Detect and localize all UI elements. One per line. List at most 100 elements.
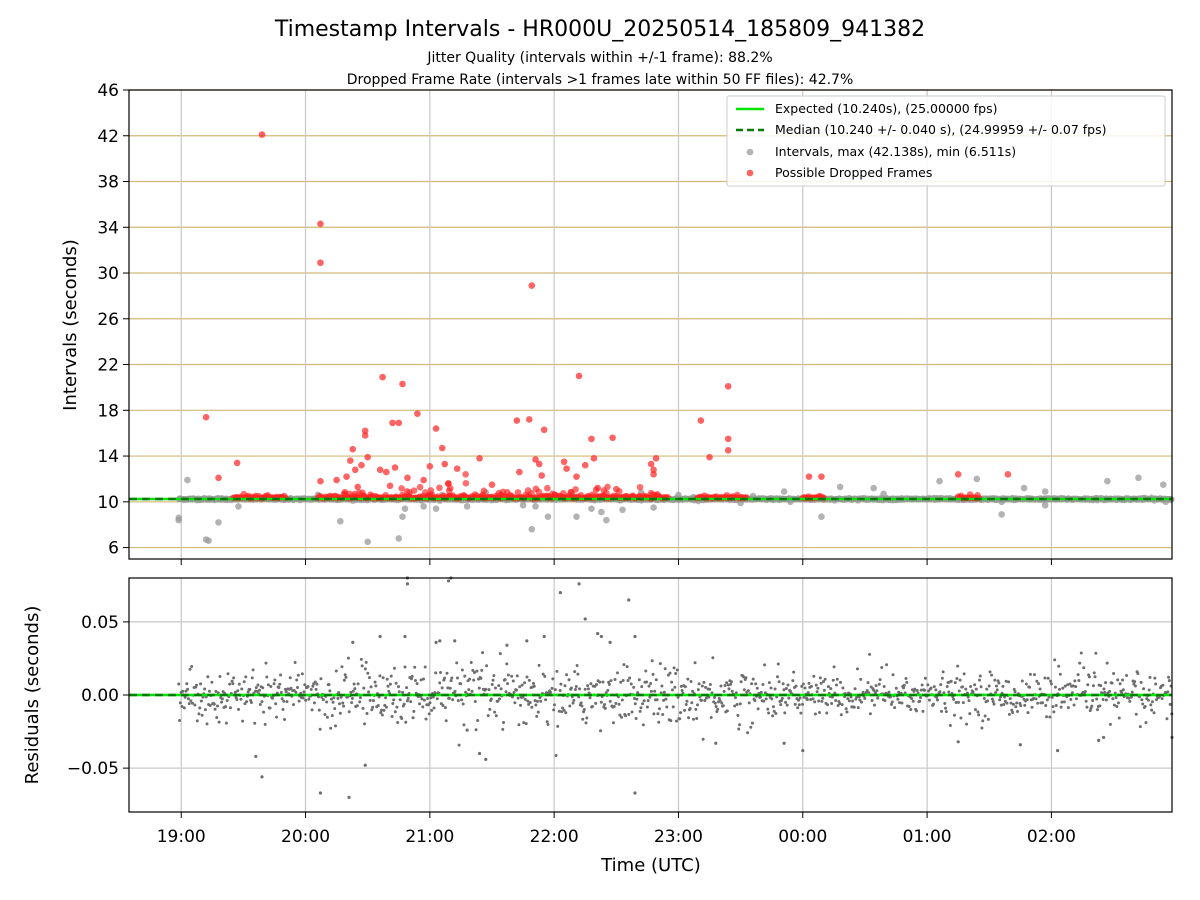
residual-point: [611, 721, 615, 725]
residual-point: [826, 685, 830, 689]
residual-point: [312, 701, 316, 705]
dropped-frame-point: [436, 484, 443, 492]
residual-point: [1154, 682, 1158, 686]
residual-point: [392, 666, 396, 670]
residual-point: [497, 684, 501, 688]
residual-point: [695, 703, 699, 707]
residual-point: [608, 699, 612, 703]
residual-point: [460, 698, 464, 702]
dropped-frame-point: [613, 485, 620, 493]
dropped-frame-point: [525, 416, 533, 423]
residual-point: [488, 707, 492, 711]
residual-point: [934, 688, 938, 692]
dropped-frame-point: [488, 481, 496, 488]
residual-point: [872, 703, 876, 707]
residual-point: [839, 680, 843, 684]
residual-point: [694, 707, 698, 711]
interval-point: [1020, 484, 1028, 492]
residual-point: [919, 695, 923, 699]
residual-point: [829, 687, 833, 691]
residual-point: [590, 704, 594, 708]
intervals-y-tick-label: 22: [97, 356, 119, 376]
residual-point: [559, 682, 563, 686]
interval-point: [973, 475, 981, 483]
residual-point: [900, 701, 904, 705]
residual-point: [742, 675, 746, 679]
residual-point: [708, 682, 712, 686]
residual-point: [856, 706, 860, 710]
residual-point: [249, 700, 253, 704]
residual-point: [480, 668, 484, 672]
residual-point: [1020, 679, 1024, 683]
residual-point: [693, 661, 697, 665]
residual-point: [585, 716, 589, 720]
residual-point: [678, 717, 682, 721]
residual-point: [891, 673, 895, 677]
residual-point: [806, 691, 810, 695]
intervals-panel: 6 10 14 18 22 26 30 34 38 42 46 Intervals (seconds…: [60, 81, 1175, 565]
residual-point: [949, 679, 953, 683]
residual-point: [1078, 661, 1082, 665]
residual-point: [797, 703, 801, 707]
residual-point: [198, 706, 202, 710]
residual-point: [583, 617, 587, 621]
residual-point: [781, 682, 785, 686]
residual-point: [959, 716, 963, 720]
residual-point: [1132, 682, 1136, 686]
residual-point: [455, 661, 459, 665]
residual-point: [380, 713, 384, 717]
residual-point: [735, 702, 739, 706]
residual-point: [1034, 697, 1038, 701]
residual-point: [228, 682, 232, 686]
residual-point: [1070, 691, 1074, 695]
residual-point: [363, 763, 367, 767]
residual-point: [1138, 725, 1142, 729]
residual-point: [517, 723, 521, 727]
residual-point: [750, 721, 754, 725]
residual-point: [830, 702, 834, 706]
residual-point: [990, 673, 994, 677]
residual-point: [708, 687, 712, 691]
residual-point: [390, 714, 394, 718]
residual-point: [1053, 685, 1057, 689]
residual-point: [274, 715, 278, 719]
residual-point: [1025, 698, 1029, 702]
residual-point: [868, 652, 872, 656]
residual-point: [683, 685, 687, 689]
residual-point: [945, 684, 949, 688]
residual-point: [486, 714, 490, 718]
residual-point: [826, 703, 830, 707]
residual-point: [558, 688, 562, 692]
residual-point: [767, 681, 771, 685]
residual-point: [443, 706, 447, 710]
residual-point: [977, 678, 981, 682]
dropped-frame-point: [404, 474, 411, 482]
residual-point: [923, 688, 927, 692]
residual-point: [715, 710, 719, 714]
x-tick-label: 01:00: [903, 827, 952, 847]
residual-point: [608, 640, 612, 644]
residual-point: [187, 702, 191, 706]
residual-point: [926, 683, 930, 687]
residual-point: [1062, 700, 1066, 704]
residual-point: [1127, 696, 1131, 700]
residual-point: [446, 579, 451, 583]
residual-point: [260, 700, 264, 704]
residual-point: [368, 698, 372, 702]
residual-point: [1160, 697, 1164, 701]
residual-point: [860, 700, 864, 704]
residual-point: [524, 722, 528, 726]
dropped-frame-point: [581, 461, 589, 469]
residual-point: [178, 719, 182, 723]
residual-point: [329, 697, 333, 701]
residual-point: [400, 717, 404, 721]
residual-point: [395, 705, 399, 709]
residual-point: [218, 674, 222, 678]
interval-point: [780, 488, 788, 495]
residual-point: [968, 712, 972, 716]
residual-point: [440, 686, 444, 690]
residual-point: [613, 678, 617, 682]
residual-point: [656, 712, 660, 716]
residual-point: [633, 791, 637, 795]
residual-point: [674, 672, 678, 676]
